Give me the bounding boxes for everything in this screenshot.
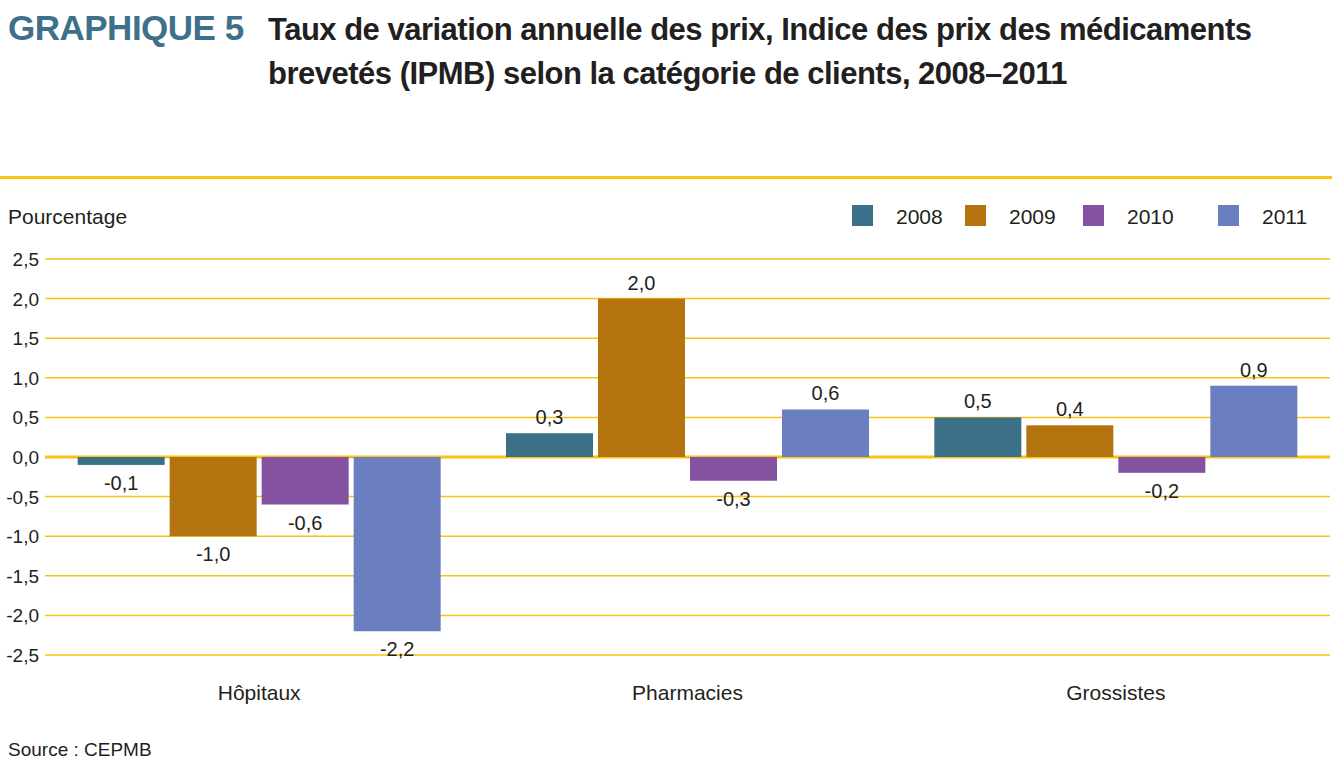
- source: Source : CEPMB: [8, 739, 152, 760]
- data-label: 0,4: [1056, 398, 1084, 420]
- y-tick-label: -2,0: [6, 605, 39, 626]
- legend-label: 2010: [1127, 205, 1174, 228]
- data-label: -1,0: [196, 543, 230, 565]
- bar: [1118, 457, 1205, 473]
- bar: [782, 409, 869, 457]
- grid-line: [45, 258, 1330, 260]
- y-tick-label: 1,5: [13, 328, 39, 349]
- bar: [934, 417, 1021, 457]
- category-label: Grossistes: [1066, 681, 1165, 704]
- header-rule: [0, 176, 1332, 179]
- chart: Pourcentage -2,5 -2,0 -1,5 -1,0 -0,5 0,0 0,5 1,0…: [0, 0, 1332, 768]
- bar: [506, 433, 593, 457]
- y-tick-label: -0,5: [6, 487, 39, 508]
- bar: [690, 457, 777, 481]
- legend: 2008 2009 2010 2011: [852, 205, 1307, 228]
- y-tick-label: -1,0: [6, 526, 39, 547]
- data-label: 0,3: [536, 406, 564, 428]
- legend-swatch: [1083, 205, 1104, 226]
- bar: [1026, 425, 1113, 457]
- bars: [78, 299, 1298, 632]
- data-label: -0,3: [716, 488, 750, 510]
- y-tick-label: 0,0: [13, 447, 39, 468]
- data-labels: -0,1 -1,0 -0,6 -2,2 0,3 2,0 -0,3 0,6 0,5 0,4 -0,2 0…: [104, 272, 1268, 661]
- y-axis-label: Pourcentage: [8, 205, 127, 228]
- y-tick-label: 0,5: [13, 407, 39, 428]
- data-label: 0,6: [812, 382, 840, 404]
- category-label: Pharmacies: [632, 681, 743, 704]
- legend-swatch: [1218, 205, 1239, 226]
- grid-line: [45, 654, 1330, 656]
- chart-title: Taux de variation annuelle des prix, Ind…: [268, 8, 1308, 96]
- bar: [262, 457, 349, 505]
- grid-line: [45, 377, 1330, 379]
- y-tick-label: 1,0: [13, 368, 39, 389]
- bar: [598, 299, 685, 457]
- category-label: Hôpitaux: [218, 681, 301, 704]
- legend-label: 2009: [1009, 205, 1056, 228]
- data-label: -0,2: [1145, 480, 1179, 502]
- grid: [45, 259, 1330, 655]
- y-tick-label: 2,0: [13, 289, 39, 310]
- bar: [170, 457, 257, 536]
- data-label: 0,9: [1240, 359, 1268, 381]
- grid-line: [45, 575, 1330, 577]
- data-label: -2,2: [380, 638, 414, 660]
- y-tick-label: -1,5: [6, 566, 39, 587]
- data-label: -0,1: [104, 472, 138, 494]
- grid-line: [45, 298, 1330, 300]
- legend-label: 2008: [896, 205, 943, 228]
- grid-line: [45, 615, 1330, 617]
- grid-line: [45, 417, 1330, 419]
- legend-swatch: [852, 205, 873, 226]
- legend-swatch: [965, 205, 986, 226]
- bar: [78, 457, 165, 465]
- bar: [354, 457, 441, 631]
- data-label: 2,0: [628, 272, 656, 294]
- y-tick-label: -2,5: [6, 645, 39, 666]
- legend-label: 2011: [1262, 205, 1307, 228]
- bar: [1210, 386, 1297, 457]
- grid-line: [45, 337, 1330, 339]
- figure-number: GRAPHIQUE 5: [8, 8, 244, 48]
- y-tick-label: 2,5: [13, 249, 39, 270]
- data-label: -0,6: [288, 512, 322, 534]
- data-label: 0,5: [964, 390, 992, 412]
